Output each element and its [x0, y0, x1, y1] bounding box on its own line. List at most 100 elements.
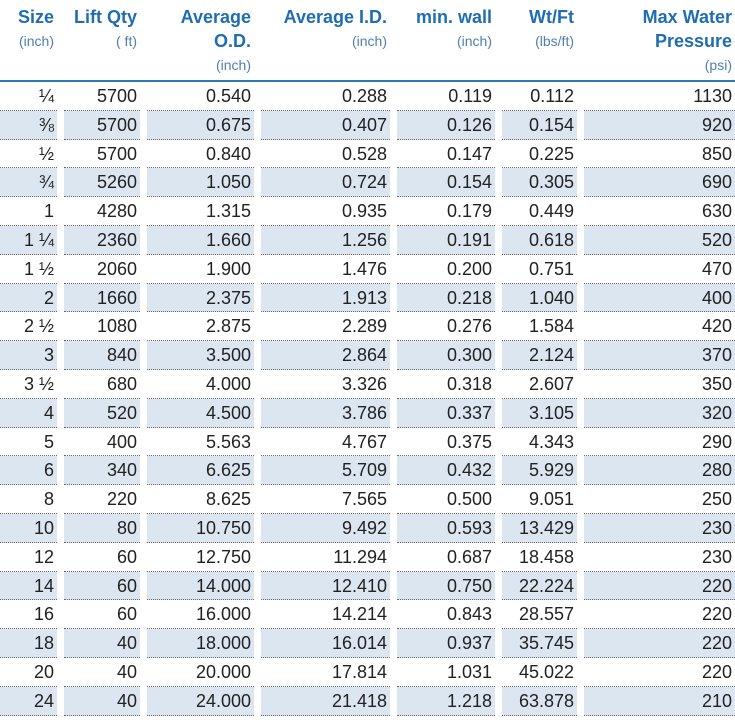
cell: ¼	[0, 82, 57, 111]
cell: 1.900	[147, 255, 254, 284]
cell: 0.528	[261, 140, 390, 169]
cell: 2.124	[502, 341, 577, 370]
header-title: Wt/Ft	[529, 7, 574, 27]
cell: 1.913	[261, 283, 390, 313]
cell: 5.709	[261, 456, 390, 486]
cell: 1660	[64, 283, 140, 313]
cell: 12.410	[261, 571, 390, 601]
cell: ⅜	[0, 110, 57, 140]
cell: 1.660	[147, 226, 254, 255]
cell: 0.750	[397, 571, 495, 601]
cell: 0.318	[397, 370, 495, 399]
cell: 0.840	[147, 140, 254, 169]
cell: 12.750	[147, 543, 254, 572]
cell: 24	[0, 686, 57, 716]
cell: 470	[584, 255, 735, 284]
cell: 4.767	[261, 428, 390, 457]
cell: 14.214	[261, 600, 390, 630]
header-title: Pressure	[654, 31, 732, 51]
cell: 60	[64, 600, 140, 630]
cell: 220	[64, 485, 140, 514]
cell: 0.432	[397, 456, 495, 486]
cell: 5260	[64, 168, 140, 198]
header-unit: (psi)	[704, 57, 732, 73]
cell: 14	[0, 571, 57, 601]
cell: 4.000	[147, 370, 254, 399]
cell: 20.000	[147, 658, 254, 687]
cell: 22.224	[502, 571, 577, 601]
cell: 5	[0, 428, 57, 457]
cell: 0.540	[147, 82, 254, 111]
cell: 220	[584, 571, 735, 601]
cell: 28.557	[502, 600, 577, 630]
cell: 3	[0, 341, 57, 370]
cell: 3.105	[502, 398, 577, 428]
header-title: O.D.	[213, 31, 251, 51]
cell: 0.675	[147, 110, 254, 140]
cell: 0.687	[397, 543, 495, 572]
cell: 630	[584, 197, 735, 226]
cell: 0.449	[502, 197, 577, 226]
cell: 16.014	[261, 629, 390, 658]
cell: 60	[64, 571, 140, 601]
cell: 18	[0, 629, 57, 658]
cell: 4	[0, 398, 57, 428]
cell: 520	[584, 226, 735, 255]
cell: 250	[584, 485, 735, 514]
cell: 2.289	[261, 312, 390, 342]
header-unit: ( ft)	[116, 33, 137, 49]
cell: 370	[584, 341, 735, 370]
cell: 280	[584, 456, 735, 486]
cell: 2060	[64, 255, 140, 284]
cell: 13.429	[502, 514, 577, 543]
cell: 0.407	[261, 110, 390, 140]
cell: 2.375	[147, 283, 254, 313]
cell: 6	[0, 456, 57, 486]
cell: 17.814	[261, 658, 390, 687]
cell: 1.040	[502, 283, 577, 313]
cell: 840	[64, 341, 140, 370]
cell: 520	[64, 398, 140, 428]
cell: 40	[64, 686, 140, 716]
cell: 220	[584, 658, 735, 687]
cell: 80	[64, 514, 140, 543]
header-title: Lift Qty	[74, 7, 137, 27]
header-unit: (inch)	[456, 33, 492, 49]
cell: 1.031	[397, 658, 495, 687]
cell: 0.300	[397, 341, 495, 370]
cell: 2360	[64, 226, 140, 255]
cell: 0.288	[261, 82, 390, 111]
cell: 1.315	[147, 197, 254, 226]
cell: 10	[0, 514, 57, 543]
cell: ¾	[0, 168, 57, 198]
cell: 210	[584, 686, 735, 716]
cell: 220	[584, 629, 735, 658]
cell: 40	[64, 629, 140, 658]
header-unit: (inch)	[18, 33, 54, 49]
cell: 2 ½	[0, 312, 57, 342]
cell: 400	[64, 428, 140, 457]
cell: 1.050	[147, 168, 254, 198]
cell: 320	[584, 398, 735, 428]
cell: 1.218	[397, 686, 495, 716]
cell: 2.607	[502, 370, 577, 399]
cell: 0.179	[397, 197, 495, 226]
cell: 16.000	[147, 600, 254, 630]
cell: 0.200	[397, 255, 495, 284]
header-title: Size	[17, 7, 54, 27]
cell: 14.000	[147, 571, 254, 601]
cell: 0.375	[397, 428, 495, 457]
cell: 0.119	[397, 82, 495, 111]
cell: 3 ½	[0, 370, 57, 399]
header-title: Max Water	[642, 7, 732, 27]
cell: 1	[0, 197, 57, 226]
cell: 0.154	[502, 110, 577, 140]
cell: 0.935	[261, 197, 390, 226]
cell: 0.937	[397, 629, 495, 658]
cell: 0.126	[397, 110, 495, 140]
cell: 5700	[64, 140, 140, 169]
cell: 18.458	[502, 543, 577, 572]
cell: 5700	[64, 110, 140, 140]
cell: 2.864	[261, 341, 390, 370]
